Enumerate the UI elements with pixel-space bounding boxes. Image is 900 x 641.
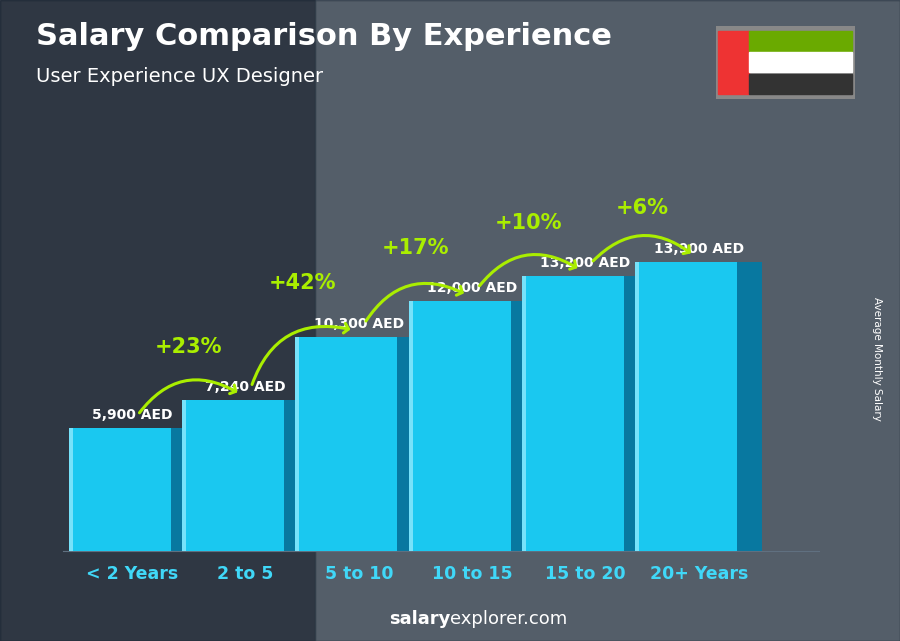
Polygon shape [737,262,762,551]
Bar [749,74,852,94]
Bar [749,31,852,51]
Polygon shape [635,262,639,551]
Bar [749,52,852,72]
Text: explorer.com: explorer.com [450,610,567,628]
Polygon shape [68,428,73,551]
Polygon shape [171,428,195,551]
Polygon shape [409,301,413,551]
Polygon shape [398,337,422,551]
Text: +23%: +23% [155,337,222,357]
Text: Salary Comparison By Experience: Salary Comparison By Experience [36,22,612,51]
Polygon shape [182,401,186,551]
Polygon shape [182,401,284,551]
Polygon shape [295,337,398,551]
Text: 10,300 AED: 10,300 AED [314,317,404,331]
Polygon shape [522,276,624,551]
Polygon shape [409,301,510,551]
Polygon shape [522,276,526,551]
Text: +42%: +42% [268,273,336,294]
Text: 13,200 AED: 13,200 AED [540,256,631,271]
Text: salary: salary [389,610,450,628]
Text: User Experience UX Designer: User Experience UX Designer [36,67,323,87]
Text: +17%: +17% [382,238,449,258]
Bar [718,31,749,94]
Text: 7,240 AED: 7,240 AED [205,380,286,394]
Polygon shape [284,401,309,551]
Bar [0,0,315,641]
Bar [315,0,900,641]
Text: +10%: +10% [495,213,562,233]
Polygon shape [510,301,536,551]
Polygon shape [68,428,171,551]
Text: 13,900 AED: 13,900 AED [653,242,744,256]
Text: Average Monthly Salary: Average Monthly Salary [872,297,883,421]
Text: 5,900 AED: 5,900 AED [92,408,173,422]
Text: 12,000 AED: 12,000 AED [427,281,518,296]
Polygon shape [295,337,300,551]
Text: +6%: +6% [616,198,669,219]
Polygon shape [624,276,649,551]
Polygon shape [635,262,737,551]
